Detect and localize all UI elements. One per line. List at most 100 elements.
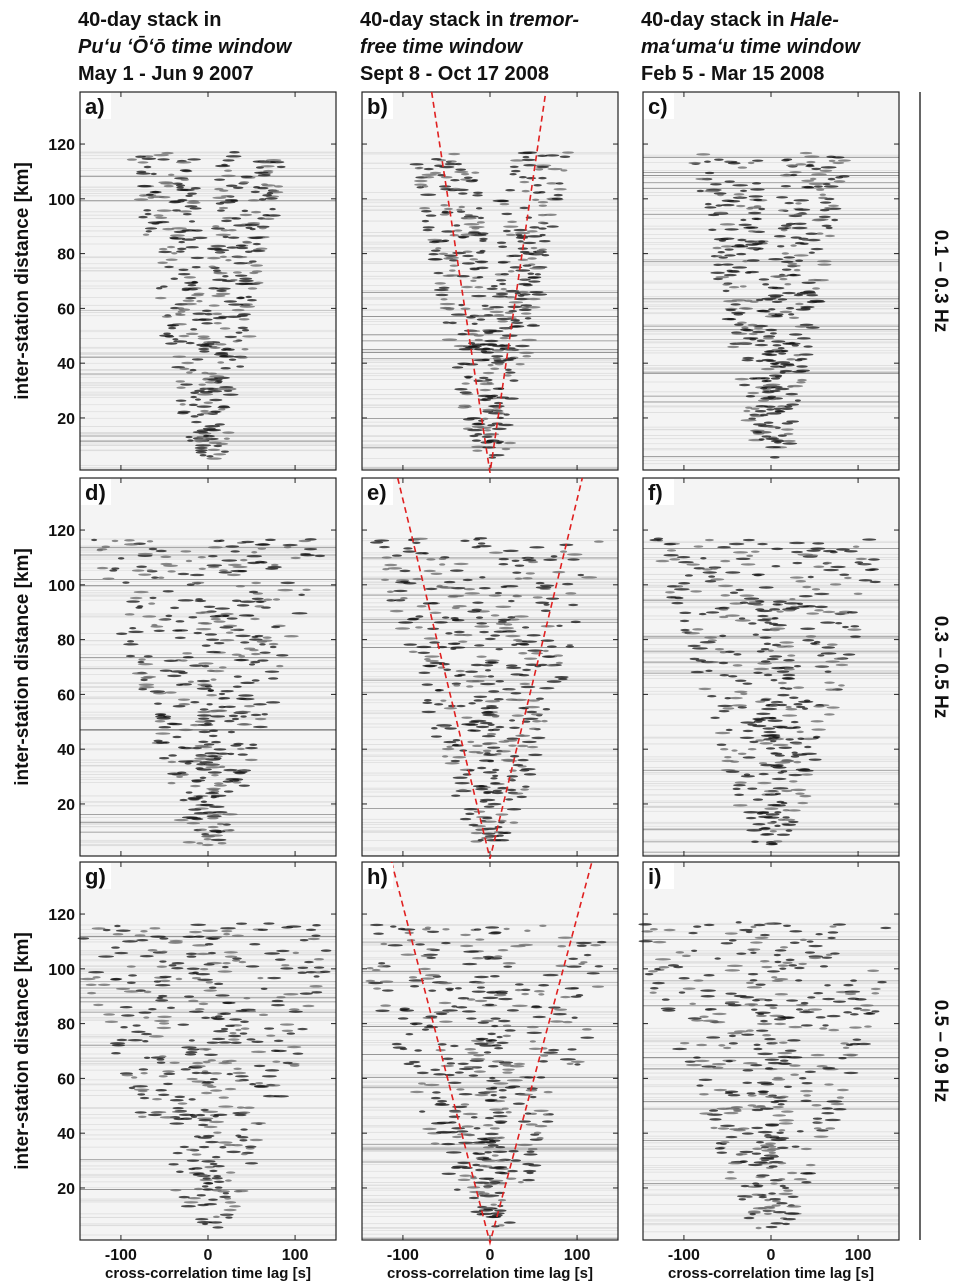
trace-texture	[415, 552, 427, 554]
trace-texture	[168, 761, 177, 763]
trace-texture	[265, 1069, 279, 1071]
trace-texture	[129, 627, 136, 629]
trace-texture	[490, 931, 501, 933]
trace-texture	[754, 327, 763, 329]
trace-texture	[186, 246, 199, 248]
trace-texture	[811, 173, 827, 175]
trace-texture	[440, 303, 455, 305]
trace-texture	[779, 967, 786, 969]
trace-texture	[780, 687, 786, 689]
trace-texture	[799, 795, 811, 797]
trace-texture	[753, 603, 764, 605]
trace-texture	[223, 236, 229, 238]
trace-texture	[764, 790, 779, 792]
trace-texture	[529, 546, 544, 548]
trace-texture	[510, 1065, 525, 1067]
trace-texture	[484, 1186, 491, 1188]
trace-texture	[200, 622, 212, 624]
trace-texture	[485, 659, 500, 661]
trace-texture	[514, 615, 529, 617]
trace-texture	[176, 399, 187, 401]
trace-texture	[754, 1044, 761, 1046]
trace-texture	[187, 955, 197, 957]
trace-texture	[574, 1063, 580, 1065]
trace-texture	[403, 547, 412, 549]
trace-texture	[726, 729, 733, 731]
trace-texture	[725, 969, 740, 971]
trace-texture	[520, 279, 526, 281]
trace-texture	[762, 380, 768, 382]
trace-texture	[249, 744, 257, 746]
trace-texture	[474, 699, 483, 701]
trace-texture	[770, 332, 777, 334]
trace-texture	[474, 644, 484, 646]
trace-texture	[465, 724, 478, 726]
trace-texture	[824, 681, 835, 683]
trace-texture	[182, 238, 196, 240]
trace-texture	[824, 1083, 833, 1085]
trace-texture	[229, 1018, 242, 1020]
trace-texture	[577, 945, 587, 947]
trace-texture	[498, 1020, 510, 1022]
trace-texture	[431, 1142, 440, 1144]
trace-texture	[188, 681, 194, 683]
trace-texture	[825, 1127, 835, 1129]
trace-texture	[845, 990, 861, 992]
trace-texture	[765, 793, 778, 795]
trace-texture	[403, 550, 417, 552]
x-tick-label: -100	[668, 1247, 700, 1264]
trace-texture	[768, 308, 775, 310]
trace-texture	[533, 1016, 546, 1018]
trace-texture	[474, 1070, 486, 1072]
trace-texture	[769, 1165, 778, 1167]
trace-texture	[491, 1203, 497, 1205]
trace-texture	[507, 1170, 518, 1172]
trace-texture	[209, 399, 222, 401]
trace-texture	[739, 1151, 753, 1153]
trace-texture	[663, 554, 678, 556]
trace-texture	[753, 1207, 766, 1209]
trace-texture	[237, 748, 245, 750]
trace-texture	[223, 933, 230, 935]
trace-texture	[820, 194, 826, 196]
trace-texture	[794, 967, 805, 969]
trace-texture	[143, 209, 151, 211]
trace-texture	[223, 615, 229, 617]
trace-texture	[785, 706, 791, 708]
trace-texture	[736, 921, 742, 923]
trace-texture	[523, 264, 532, 266]
trace-texture	[510, 159, 524, 161]
trace-texture	[457, 236, 469, 238]
trace-texture	[449, 1116, 461, 1118]
trace-texture	[425, 927, 431, 929]
trace-texture	[172, 1107, 183, 1109]
trace-texture	[793, 199, 809, 201]
trace-texture	[178, 273, 190, 275]
trace-texture	[712, 247, 721, 249]
trace-texture	[393, 590, 407, 592]
trace-texture	[751, 841, 759, 843]
trace-texture	[778, 771, 784, 773]
trace-texture	[499, 627, 514, 629]
trace-texture	[783, 364, 795, 366]
trace-texture	[754, 1185, 764, 1187]
trace-texture	[731, 749, 737, 751]
x-tick-label: 100	[845, 1247, 872, 1264]
trace-texture	[776, 1202, 787, 1204]
trace-texture	[448, 705, 456, 707]
trace-texture	[212, 1189, 222, 1191]
trace-texture	[234, 659, 249, 661]
trace-texture	[213, 1030, 228, 1032]
trace-texture	[554, 676, 568, 678]
trace-texture	[462, 262, 475, 264]
trace-texture	[515, 232, 530, 234]
trace-texture	[505, 312, 513, 314]
trace-texture	[715, 957, 721, 959]
trace-texture	[157, 997, 164, 999]
panel-label: b)	[367, 94, 388, 119]
trace-texture	[814, 185, 823, 187]
trace-texture	[758, 399, 769, 401]
trace-texture	[221, 175, 236, 177]
trace-texture	[213, 322, 221, 324]
trace-texture	[665, 591, 675, 593]
